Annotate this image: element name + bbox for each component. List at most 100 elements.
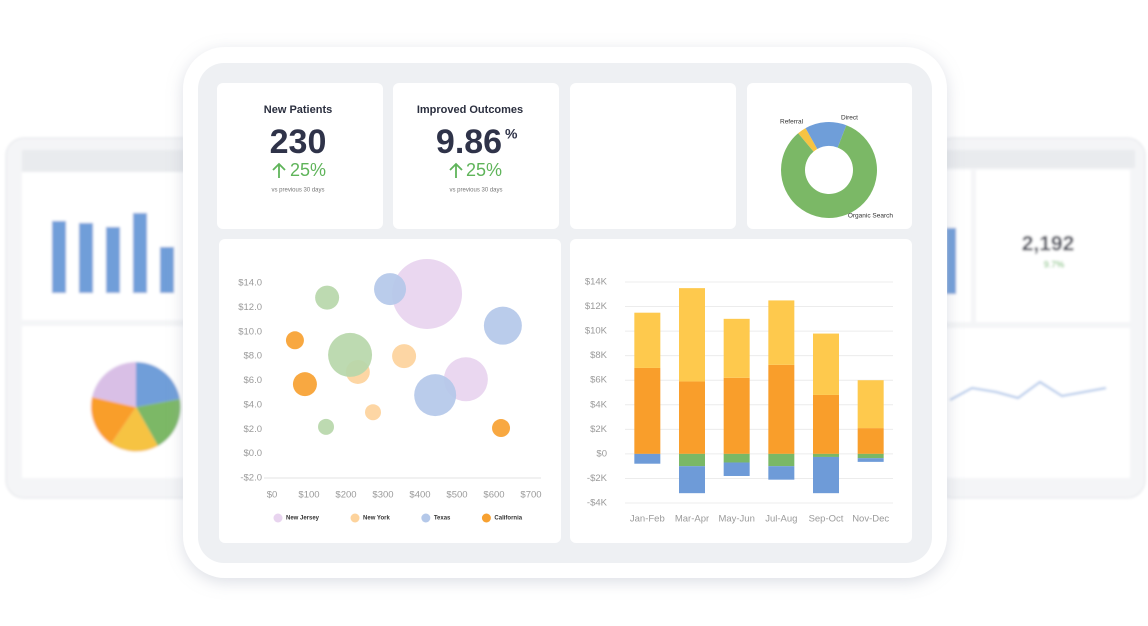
bubble xyxy=(392,344,417,369)
x-tick-label: $400 xyxy=(409,490,430,501)
bar-segment xyxy=(768,364,795,454)
bar-segment xyxy=(679,453,705,467)
bubble xyxy=(318,418,335,435)
bar-segment xyxy=(723,318,750,378)
kpi-value: 230 xyxy=(270,123,327,161)
y-tick-label: $2K xyxy=(590,424,608,435)
y-tick-label: -$4K xyxy=(587,498,608,509)
bar-segment xyxy=(813,394,839,454)
bubble xyxy=(414,374,457,417)
y-tick-label: $6K xyxy=(590,375,608,386)
x-tick-label: Nov-Dec xyxy=(852,514,889,525)
y-tick-label: $2.0 xyxy=(244,424,263,435)
up-arrow xyxy=(272,162,286,178)
x-tick-label: $200 xyxy=(335,490,356,501)
y-tick-label: $8.0 xyxy=(244,351,263,362)
bar-segment xyxy=(679,381,705,454)
bubble xyxy=(483,306,522,345)
y-tick-label: $6.0 xyxy=(244,375,263,386)
bar-segment xyxy=(634,367,661,454)
legend-swatch xyxy=(350,513,360,523)
bubble xyxy=(392,258,463,329)
y-tick-label: $4.0 xyxy=(244,399,263,410)
bar-segment xyxy=(634,312,661,368)
bar-segment xyxy=(723,453,750,463)
x-tick-label: May-Jun xyxy=(718,514,754,525)
background-tablets: 2,192 9.7% xyxy=(5,137,1146,499)
kpi-note: vs previous 30 days xyxy=(449,188,502,194)
bar-segment xyxy=(723,377,750,454)
donut-slice xyxy=(805,122,847,150)
background-kpi-change: 9.7% xyxy=(1044,259,1065,269)
legend-swatch xyxy=(421,513,431,523)
scatter-card xyxy=(219,239,561,543)
bar-segment xyxy=(857,380,884,429)
donut-slice xyxy=(781,125,877,219)
left-pie xyxy=(90,361,181,452)
y-tick-label: $14K xyxy=(585,277,608,288)
kpi-card xyxy=(393,83,559,229)
bubble xyxy=(365,404,382,421)
legend-swatch xyxy=(273,513,283,523)
bar-segment xyxy=(813,453,839,457)
legend-label: Texas xyxy=(434,516,451,522)
y-tick-label: $10.0 xyxy=(238,326,262,337)
kpi-card xyxy=(217,83,383,229)
kpi-change: 25% xyxy=(466,160,502,180)
right-card-2 xyxy=(945,328,1130,478)
y-tick-label: $10K xyxy=(585,326,608,337)
bubble xyxy=(315,285,340,310)
right-line xyxy=(949,380,1107,401)
y-tick-label: -$2.0 xyxy=(240,473,262,484)
bar-segment xyxy=(723,462,750,476)
legend-label: New Jersey xyxy=(286,516,320,522)
kpi-note: vs previous 30 days xyxy=(271,188,324,194)
y-tick-label: $12.0 xyxy=(238,302,262,313)
pie-label: Referral xyxy=(780,119,804,126)
kpi-title: Improved Outcomes xyxy=(417,104,523,116)
kpi-value: 9.86 xyxy=(436,123,502,161)
x-tick-label: Jul-Aug xyxy=(765,514,797,525)
legend-label: California xyxy=(494,516,522,522)
bar-segment xyxy=(813,456,839,494)
left-toolbar xyxy=(22,150,192,172)
empty-card xyxy=(570,83,736,229)
background-kpi-value: 2,192 xyxy=(1022,233,1075,256)
kpi-change: 25% xyxy=(290,160,326,180)
bar-segment xyxy=(857,453,884,459)
x-tick-label: Sep-Oct xyxy=(809,514,844,525)
donut-slice xyxy=(798,128,818,152)
legend-swatch xyxy=(481,513,491,523)
up-arrow xyxy=(449,162,463,178)
bar-segment xyxy=(857,458,884,462)
charts: Referral Direct Organic Search -$2.0 $0.0 $2.… xyxy=(238,115,893,525)
x-tick-label: Jan-Feb xyxy=(630,514,665,525)
bubble xyxy=(292,372,317,397)
bar-segment xyxy=(768,466,795,480)
bar-segment xyxy=(813,333,839,395)
kpi-title: New Patients xyxy=(264,104,332,116)
right-toolbar xyxy=(945,150,1135,168)
x-tick-label: $500 xyxy=(446,490,467,501)
bubble xyxy=(285,331,304,350)
y-tick-label: $4K xyxy=(590,399,608,410)
pie-label: Direct xyxy=(841,115,858,122)
bar-segment xyxy=(679,288,705,382)
x-tick-label: Mar-Apr xyxy=(675,514,709,525)
x-tick-label: $300 xyxy=(372,490,393,501)
right-bar xyxy=(946,228,956,294)
bubble xyxy=(328,332,373,377)
y-tick-label: $0.0 xyxy=(244,448,263,459)
x-tick-label: $0 xyxy=(267,490,278,501)
y-tick-label: $12K xyxy=(585,301,608,312)
bar-segment xyxy=(634,453,661,464)
bar-segment xyxy=(857,428,884,454)
y-tick-label: -$2K xyxy=(587,473,608,484)
kpi-unit: % xyxy=(505,126,518,142)
x-tick-label: $600 xyxy=(483,490,504,501)
y-tick-label: $0 xyxy=(596,448,607,459)
bar-segment xyxy=(768,453,795,467)
y-tick-label: $14.0 xyxy=(238,278,262,289)
bubble xyxy=(492,419,511,438)
